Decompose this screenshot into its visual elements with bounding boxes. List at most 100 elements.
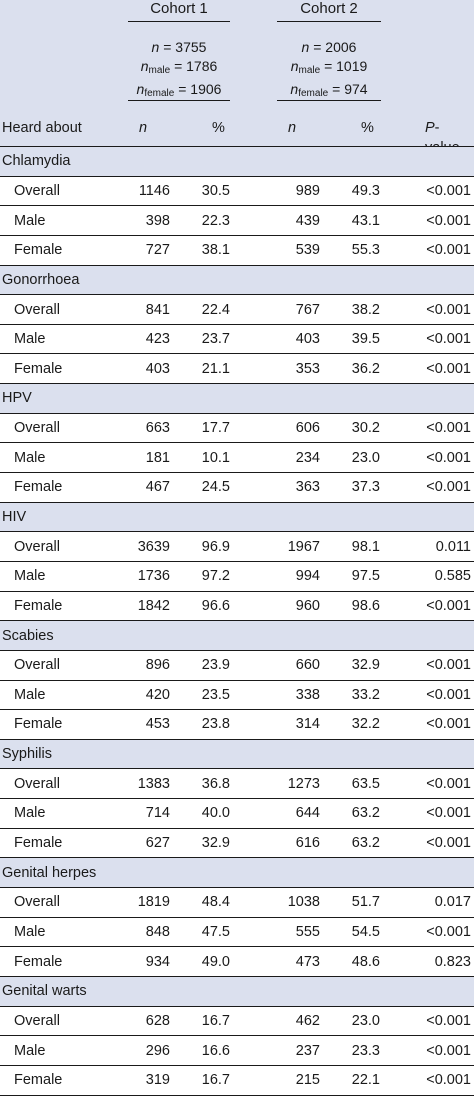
cell-n1: 398 (145, 212, 170, 229)
cell-pct1: 23.9 (201, 657, 230, 674)
cell-pct1: 36.8 (201, 775, 230, 792)
cell-n1: 663 (145, 420, 170, 437)
cohort2-n-label: n (301, 39, 310, 55)
row-label: Male (14, 923, 46, 940)
cell-p: <0.001 (426, 716, 471, 733)
col-heard-about: Heard about (2, 120, 82, 136)
cell-n2: 234 (295, 449, 320, 466)
cell-n1: 181 (145, 449, 170, 466)
row-label: Male (14, 805, 46, 822)
cell-n1: 1842 (137, 597, 170, 614)
cell-pct1: 16.6 (201, 1042, 230, 1059)
cell-p: <0.001 (426, 805, 471, 822)
cell-p: <0.001 (426, 1012, 471, 1029)
cell-pct1: 48.4 (201, 894, 230, 911)
row-label: Overall (14, 775, 60, 792)
section-label: HPV (2, 390, 32, 407)
cell-n2: 1967 (287, 538, 320, 555)
col-pct1: % (212, 120, 225, 136)
cell-n2: 403 (295, 331, 320, 348)
cohort2-nmale-value: = 1019 (320, 58, 368, 74)
cell-p: <0.001 (426, 835, 471, 852)
table-row: Female 467 24.5 363 37.3 <0.001 (0, 473, 474, 503)
cell-n2: 644 (295, 805, 320, 822)
cell-p: <0.001 (426, 242, 471, 259)
cell-n2: 539 (295, 242, 320, 259)
table-row: Overall 1383 36.8 1273 63.5 <0.001 (0, 769, 474, 800)
section-row: HIV (0, 502, 474, 533)
cell-n2: 314 (295, 716, 320, 733)
cell-p: 0.585 (434, 568, 471, 585)
cell-pct2: 63.5 (351, 775, 380, 792)
section-label: Chlamydia (2, 153, 71, 170)
cell-n2: 1038 (287, 894, 320, 911)
table-row: Male 420 23.5 338 33.2 <0.001 (0, 680, 474, 711)
col-pct2: % (361, 120, 374, 136)
cell-n1: 403 (145, 360, 170, 377)
cell-n2: 1273 (287, 775, 320, 792)
cell-pct1: 10.1 (201, 449, 230, 466)
cohort2-n-value: = 2006 (309, 39, 357, 55)
cohort1-rule-bottom (128, 100, 230, 101)
table-row: Overall 1146 30.5 989 49.3 <0.001 (0, 176, 474, 207)
cell-p: <0.001 (426, 686, 471, 703)
section-row: Genital herpes (0, 858, 474, 889)
cohort2-nmale-label: n (290, 58, 299, 74)
cell-pct2: 63.2 (351, 835, 380, 852)
row-label: Female (14, 835, 63, 852)
cell-pct2: 39.5 (351, 331, 380, 348)
table-row: Male 296 16.6 237 23.3 <0.001 (0, 1036, 474, 1066)
cell-pct2: 33.2 (351, 686, 380, 703)
cell-n2: 353 (295, 360, 320, 377)
cell-pct1: 22.3 (201, 212, 230, 229)
table-row: Female 453 23.8 314 32.2 <0.001 (0, 710, 474, 740)
cohort1-nfemale-value: = 1906 (174, 81, 222, 97)
section-row: Syphilis (0, 739, 474, 770)
cell-n2: 237 (295, 1042, 320, 1059)
cohort2-nfemale-label: n (290, 81, 299, 97)
cell-pct1: 22.4 (201, 301, 230, 318)
cell-n1: 1819 (137, 894, 170, 911)
cell-p: <0.001 (426, 449, 471, 466)
cell-pct2: 51.7 (351, 894, 380, 911)
cohort1-nmale-sub: male (148, 65, 171, 76)
cell-pct1: 97.2 (201, 568, 230, 585)
cell-pct1: 49.0 (201, 953, 230, 970)
cell-pct2: 48.6 (351, 953, 380, 970)
cell-p: 0.017 (434, 894, 471, 911)
cohort1-nfemale-sub: female (144, 88, 175, 99)
cell-n1: 453 (145, 716, 170, 733)
cell-n1: 467 (145, 479, 170, 496)
cell-p: <0.001 (426, 182, 471, 199)
cell-pct2: 55.3 (351, 242, 380, 259)
table-row: Overall 841 22.4 767 38.2 <0.001 (0, 295, 474, 325)
cell-pct1: 21.1 (201, 360, 230, 377)
table-row: Male 714 40.0 644 63.2 <0.001 (0, 799, 474, 829)
cohort1-n-value: = 3755 (159, 39, 207, 55)
cell-p: <0.001 (426, 597, 471, 614)
section-label: HIV (2, 509, 27, 525)
cohort2-rule-bottom (277, 100, 381, 101)
row-label: Overall (14, 538, 60, 555)
col-n1: n (139, 120, 148, 136)
cell-p: 0.011 (435, 538, 471, 555)
cell-pct1: 96.9 (201, 538, 230, 555)
table-row: Male 181 10.1 234 23.0 <0.001 (0, 443, 474, 474)
row-label: Female (14, 1072, 63, 1089)
cell-n2: 439 (295, 212, 320, 229)
table-row: Male 848 47.5 555 54.5 <0.001 (0, 917, 474, 948)
cohort2-rule (277, 21, 381, 22)
table-row: Overall 3639 96.9 1967 98.1 0.011 (0, 532, 474, 562)
section-label: Genital herpes (2, 864, 97, 881)
row-label: Male (14, 331, 46, 348)
row-label: Female (14, 953, 63, 970)
cell-pct2: 98.6 (351, 597, 380, 614)
cell-n1: 896 (145, 657, 170, 674)
cell-n2: 989 (295, 182, 320, 199)
cell-pct2: 32.9 (351, 657, 380, 674)
section-row: Scabies (0, 621, 474, 651)
row-label: Overall (14, 657, 60, 674)
cell-n1: 296 (145, 1042, 170, 1059)
table-row: Female 319 16.7 215 22.1 <0.001 (0, 1065, 474, 1096)
